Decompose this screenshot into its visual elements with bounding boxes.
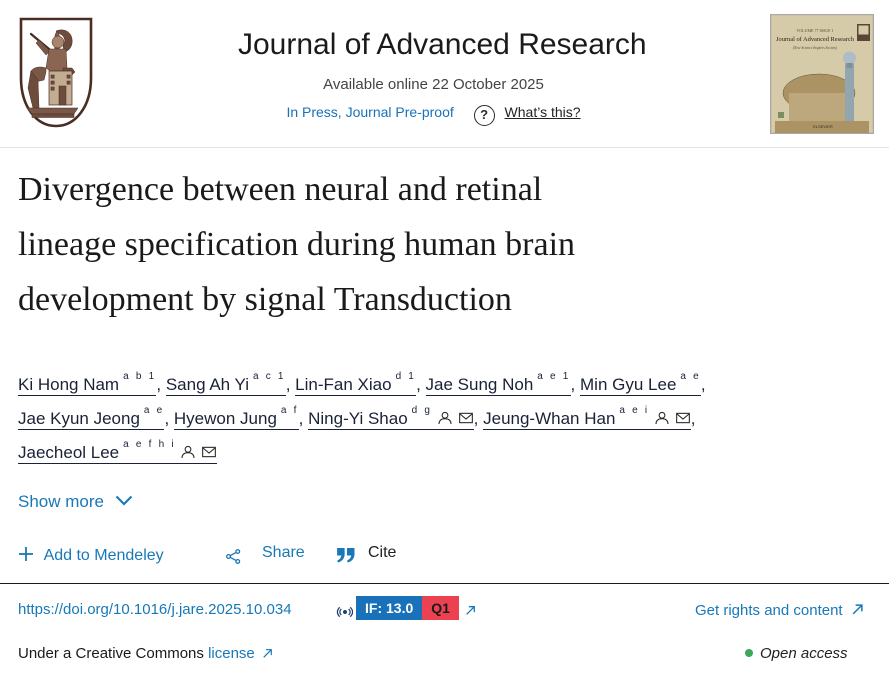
- svg-text:(New Science Inspires Society): (New Science Inspires Society): [793, 46, 838, 50]
- svg-text:VOLUME 77 ISSUE 1: VOLUME 77 ISSUE 1: [796, 28, 833, 33]
- svg-text:ELSEVIER: ELSEVIER: [813, 124, 833, 129]
- svg-text:Journal of Advanced Research: Journal of Advanced Research: [776, 36, 855, 43]
